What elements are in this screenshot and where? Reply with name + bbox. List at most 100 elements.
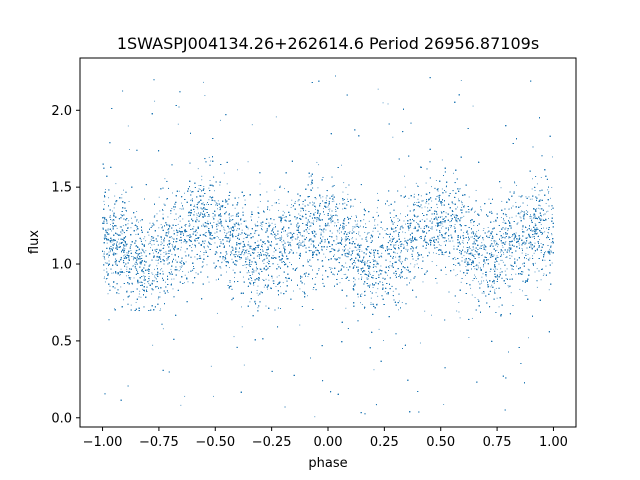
data-point xyxy=(470,287,472,289)
data-point xyxy=(214,232,216,234)
data-point xyxy=(365,223,366,225)
data-point xyxy=(507,285,509,287)
data-point xyxy=(136,220,138,222)
data-point xyxy=(345,208,347,210)
data-point xyxy=(263,262,265,264)
data-point xyxy=(266,252,268,254)
data-point xyxy=(254,300,256,302)
data-point xyxy=(132,265,134,267)
data-point xyxy=(515,237,516,238)
data-point xyxy=(511,274,512,276)
data-point xyxy=(138,281,140,283)
data-point xyxy=(310,184,312,186)
data-point xyxy=(133,277,135,279)
data-point xyxy=(287,235,289,237)
data-point xyxy=(261,244,263,246)
data-point xyxy=(454,216,456,218)
data-point xyxy=(232,215,234,217)
data-point xyxy=(534,223,536,225)
data-point xyxy=(356,249,358,251)
data-point xyxy=(419,236,420,238)
data-point xyxy=(436,229,437,231)
data-point xyxy=(355,247,357,249)
data-point xyxy=(528,196,530,198)
data-point xyxy=(448,230,449,232)
data-point xyxy=(143,251,145,253)
data-point xyxy=(503,251,504,253)
data-point xyxy=(104,238,105,239)
data-point xyxy=(284,188,285,190)
data-point xyxy=(368,220,370,222)
data-point xyxy=(117,273,119,275)
data-point xyxy=(436,207,438,209)
data-point xyxy=(244,264,246,266)
data-point xyxy=(447,227,449,229)
data-point xyxy=(515,235,517,237)
data-point xyxy=(121,193,123,195)
data-point xyxy=(190,199,191,201)
data-point xyxy=(388,205,390,207)
data-point xyxy=(261,249,263,251)
data-point xyxy=(171,261,173,263)
data-point xyxy=(491,284,493,286)
data-point xyxy=(216,225,218,227)
data-point xyxy=(539,199,541,200)
data-point xyxy=(220,222,221,223)
data-point xyxy=(172,192,173,194)
data-point xyxy=(160,241,162,243)
data-point xyxy=(219,207,221,209)
data-point xyxy=(329,208,331,210)
data-point xyxy=(315,250,317,252)
data-point xyxy=(361,276,363,278)
data-point xyxy=(331,232,333,234)
data-point xyxy=(478,229,480,231)
data-point xyxy=(233,336,235,338)
data-point xyxy=(202,242,204,244)
data-point xyxy=(171,237,173,239)
data-point xyxy=(501,245,503,247)
data-point xyxy=(359,255,361,257)
data-point xyxy=(540,279,542,281)
data-point xyxy=(184,282,185,284)
data-point xyxy=(123,299,124,301)
data-point xyxy=(190,236,192,238)
data-point xyxy=(393,217,395,218)
data-point xyxy=(332,198,333,200)
data-point xyxy=(462,240,464,242)
data-point xyxy=(356,223,358,225)
data-point xyxy=(478,257,480,258)
data-point xyxy=(180,266,182,268)
data-point xyxy=(127,223,129,225)
data-point xyxy=(389,267,390,269)
data-point xyxy=(510,264,512,266)
data-point xyxy=(143,251,144,253)
data-point xyxy=(142,282,143,284)
data-point xyxy=(250,216,252,218)
data-point xyxy=(515,232,517,234)
data-point xyxy=(543,227,544,229)
data-point xyxy=(533,252,535,254)
data-point xyxy=(325,229,327,231)
data-point xyxy=(166,252,168,254)
data-point xyxy=(151,282,153,284)
data-point xyxy=(177,223,179,225)
data-point xyxy=(345,307,347,309)
data-point xyxy=(156,265,158,267)
data-point xyxy=(344,240,346,242)
data-point xyxy=(344,238,346,240)
data-point xyxy=(156,213,158,215)
data-point xyxy=(383,303,385,305)
data-point xyxy=(145,250,147,252)
data-point xyxy=(510,244,512,246)
data-point xyxy=(415,182,417,184)
data-point xyxy=(184,224,186,226)
data-point xyxy=(448,240,450,242)
data-point xyxy=(490,286,492,288)
data-point xyxy=(402,231,404,233)
data-point xyxy=(291,250,293,252)
data-point xyxy=(246,272,248,274)
data-point xyxy=(508,237,510,239)
data-point xyxy=(506,234,508,236)
data-point xyxy=(116,227,118,229)
data-point xyxy=(412,210,414,212)
